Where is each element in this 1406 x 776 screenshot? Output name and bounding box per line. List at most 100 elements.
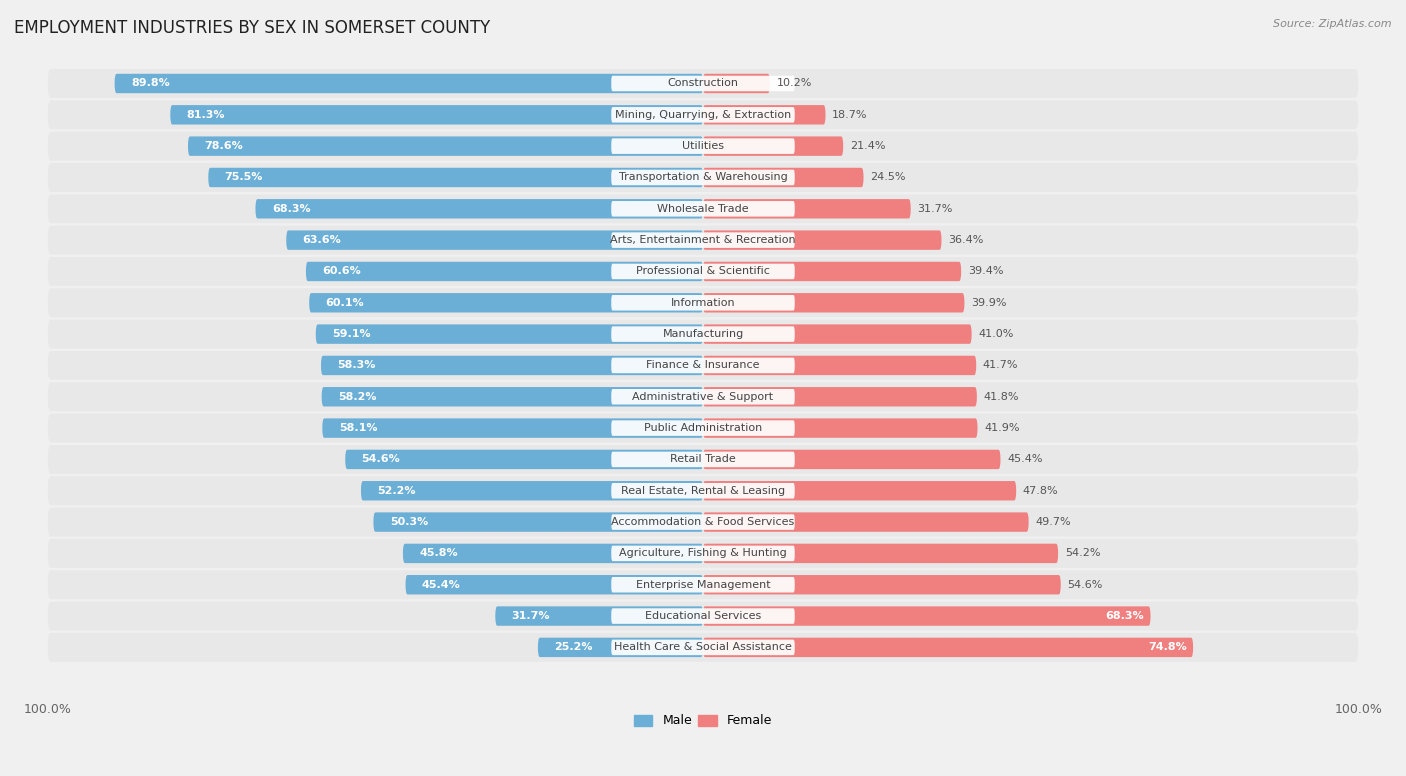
FancyBboxPatch shape [612,639,794,655]
FancyBboxPatch shape [612,264,794,279]
FancyBboxPatch shape [48,445,1358,474]
FancyBboxPatch shape [48,226,1358,255]
Text: Enterprise Management: Enterprise Management [636,580,770,590]
FancyBboxPatch shape [287,230,703,250]
FancyBboxPatch shape [612,232,794,248]
FancyBboxPatch shape [612,514,794,530]
Text: 58.1%: 58.1% [339,423,377,433]
Text: Manufacturing: Manufacturing [662,329,744,339]
Text: Health Care & Social Assistance: Health Care & Social Assistance [614,643,792,653]
Text: 63.6%: 63.6% [302,235,342,245]
FancyBboxPatch shape [703,418,977,438]
Text: Utilities: Utilities [682,141,724,151]
FancyBboxPatch shape [703,575,1060,594]
FancyBboxPatch shape [256,199,703,219]
Text: 50.3%: 50.3% [389,517,427,527]
FancyBboxPatch shape [703,168,863,187]
FancyBboxPatch shape [612,201,794,217]
FancyBboxPatch shape [48,633,1358,662]
Text: Transportation & Warehousing: Transportation & Warehousing [619,172,787,182]
FancyBboxPatch shape [361,481,703,501]
FancyBboxPatch shape [703,199,911,219]
FancyBboxPatch shape [703,355,976,375]
Text: 60.1%: 60.1% [326,298,364,308]
Text: Mining, Quarrying, & Extraction: Mining, Quarrying, & Extraction [614,110,792,120]
Text: 58.3%: 58.3% [337,360,375,370]
FancyBboxPatch shape [612,608,794,624]
Text: 60.6%: 60.6% [322,266,361,276]
Text: Source: ZipAtlas.com: Source: ZipAtlas.com [1274,19,1392,29]
FancyBboxPatch shape [321,355,703,375]
FancyBboxPatch shape [48,476,1358,505]
Text: 89.8%: 89.8% [131,78,170,88]
FancyBboxPatch shape [48,383,1358,411]
FancyBboxPatch shape [703,606,1150,625]
Text: 25.2%: 25.2% [554,643,593,653]
FancyBboxPatch shape [188,137,703,156]
Text: Finance & Insurance: Finance & Insurance [647,360,759,370]
FancyBboxPatch shape [48,69,1358,98]
Text: 78.6%: 78.6% [204,141,243,151]
FancyBboxPatch shape [703,387,977,407]
FancyBboxPatch shape [612,577,794,593]
Text: Educational Services: Educational Services [645,611,761,621]
Text: 24.5%: 24.5% [870,172,905,182]
FancyBboxPatch shape [703,450,1001,469]
FancyBboxPatch shape [703,293,965,313]
FancyBboxPatch shape [48,539,1358,568]
Text: 47.8%: 47.8% [1022,486,1059,496]
FancyBboxPatch shape [703,638,1194,657]
FancyBboxPatch shape [703,137,844,156]
FancyBboxPatch shape [48,351,1358,379]
FancyBboxPatch shape [48,195,1358,223]
Text: 68.3%: 68.3% [271,204,311,214]
FancyBboxPatch shape [703,105,825,124]
Text: Public Administration: Public Administration [644,423,762,433]
FancyBboxPatch shape [405,575,703,594]
Text: 41.0%: 41.0% [979,329,1014,339]
FancyBboxPatch shape [48,570,1358,599]
FancyBboxPatch shape [612,421,794,436]
FancyBboxPatch shape [612,327,794,342]
FancyBboxPatch shape [612,452,794,467]
Text: 58.2%: 58.2% [337,392,377,402]
FancyBboxPatch shape [703,262,962,281]
Text: 49.7%: 49.7% [1035,517,1071,527]
Text: 18.7%: 18.7% [832,110,868,120]
FancyBboxPatch shape [48,132,1358,161]
FancyBboxPatch shape [48,601,1358,630]
FancyBboxPatch shape [703,544,1059,563]
FancyBboxPatch shape [208,168,703,187]
FancyBboxPatch shape [346,450,703,469]
FancyBboxPatch shape [309,293,703,313]
Text: 45.8%: 45.8% [419,549,458,559]
FancyBboxPatch shape [612,295,794,310]
Text: 31.7%: 31.7% [512,611,550,621]
FancyBboxPatch shape [48,257,1358,286]
FancyBboxPatch shape [612,358,794,373]
FancyBboxPatch shape [48,163,1358,192]
Text: Administrative & Support: Administrative & Support [633,392,773,402]
Text: Construction: Construction [668,78,738,88]
Text: 54.6%: 54.6% [1067,580,1102,590]
Text: EMPLOYMENT INDUSTRIES BY SEX IN SOMERSET COUNTY: EMPLOYMENT INDUSTRIES BY SEX IN SOMERSET… [14,19,491,37]
FancyBboxPatch shape [322,418,703,438]
FancyBboxPatch shape [612,107,794,123]
FancyBboxPatch shape [322,387,703,407]
Text: 45.4%: 45.4% [1007,455,1042,464]
FancyBboxPatch shape [612,76,794,92]
Text: Wholesale Trade: Wholesale Trade [657,204,749,214]
FancyBboxPatch shape [703,74,770,93]
Text: Accommodation & Food Services: Accommodation & Food Services [612,517,794,527]
FancyBboxPatch shape [307,262,703,281]
Legend: Male, Female: Male, Female [628,709,778,733]
Text: 75.5%: 75.5% [225,172,263,182]
Text: Information: Information [671,298,735,308]
Text: 81.3%: 81.3% [187,110,225,120]
FancyBboxPatch shape [612,170,794,185]
Text: 68.3%: 68.3% [1105,611,1144,621]
FancyBboxPatch shape [703,230,942,250]
Text: Agriculture, Fishing & Hunting: Agriculture, Fishing & Hunting [619,549,787,559]
Text: 45.4%: 45.4% [422,580,461,590]
FancyBboxPatch shape [48,289,1358,317]
